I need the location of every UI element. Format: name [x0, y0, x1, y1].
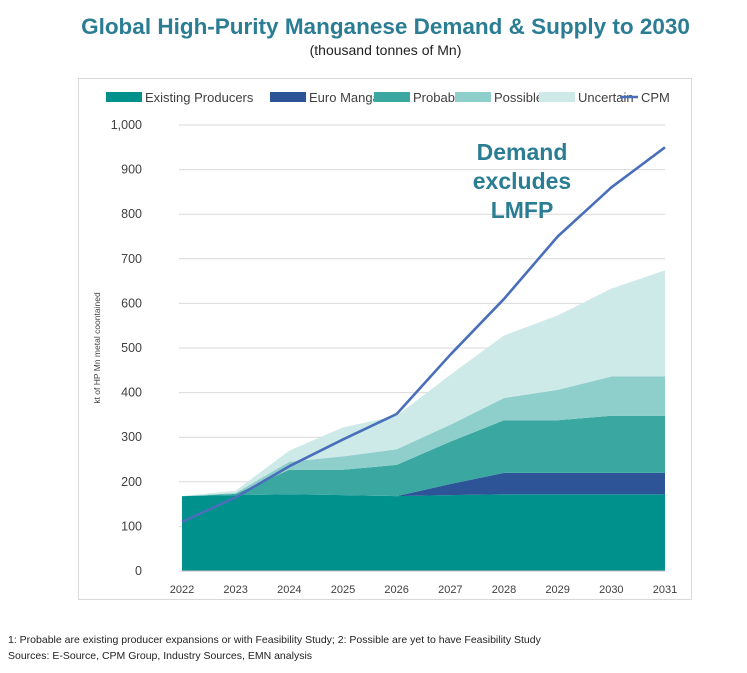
- y-axis-label: kt of HP Mn metal coontained: [92, 292, 102, 404]
- legend-label-uncertain: Uncertain: [578, 90, 634, 105]
- area-euro-manganese: [182, 472, 665, 497]
- area-possible: [182, 376, 665, 497]
- x-tick-label: 2024: [277, 584, 301, 596]
- y-tick-label: 0: [135, 564, 142, 578]
- x-tick-label: 2023: [223, 584, 247, 596]
- y-tick-label: 200: [121, 475, 142, 489]
- y-tick-label: 400: [121, 386, 142, 400]
- chart-title: Global High-Purity Manganese Demand & Su…: [81, 14, 690, 39]
- annotation-line: Demand: [477, 139, 568, 165]
- footnote-definitions: 1: Probable are existing producer expans…: [8, 634, 541, 646]
- x-tick-label: 2031: [653, 584, 677, 596]
- y-tick-label: 100: [121, 519, 142, 533]
- x-tick-label: 2027: [438, 584, 462, 596]
- area-uncertain: [182, 270, 665, 497]
- x-tick-label: 2028: [492, 584, 516, 596]
- chart-frame: 0 100 200 300 400 500 600 700 800 900 1,000 2022 202…: [78, 78, 692, 600]
- x-tick-label: 2026: [384, 584, 408, 596]
- y-tick-label: 600: [121, 296, 142, 310]
- x-tick-label: 2030: [599, 584, 623, 596]
- y-tick-label: 1,000: [111, 118, 142, 132]
- line-cpm: [181, 146, 666, 524]
- legend-swatch-uncertain: [539, 92, 575, 102]
- annotation-line: LMFP: [491, 197, 554, 223]
- legend-swatch-probable: [374, 92, 410, 102]
- legend-label-probable: Probable: [413, 90, 465, 105]
- y-tick-label: 500: [121, 341, 142, 355]
- area-probable: [182, 415, 665, 497]
- x-tick-label: 2022: [170, 584, 194, 596]
- y-tick-label: 900: [121, 163, 142, 177]
- legend-label-existing-producers: Existing Producers: [145, 90, 254, 105]
- chart-subtitle: (thousand tonnes of Mn): [309, 42, 462, 58]
- chart-svg: 0 100 200 300 400 500 600 700 800 900 1,000 2022 202…: [92, 90, 677, 596]
- legend-label-cpm: CPM: [641, 90, 670, 105]
- legend-swatch-possible: [455, 92, 491, 102]
- y-tick-label: 700: [121, 252, 142, 266]
- x-tick-label: 2025: [331, 584, 355, 596]
- legend-label-possible: Possible: [494, 90, 543, 105]
- y-tick-label: 300: [121, 430, 142, 444]
- legend-swatch-euro-manganese: [270, 92, 306, 102]
- y-tick-label: 800: [121, 207, 142, 221]
- x-tick-label: 2029: [545, 584, 569, 596]
- legend-swatch-existing-producers: [106, 92, 142, 102]
- annotation-line: excludes: [473, 168, 571, 194]
- footnote-sources: Sources: E-Source, CPM Group, Industry S…: [8, 650, 313, 662]
- area-existing-producers: [182, 494, 665, 571]
